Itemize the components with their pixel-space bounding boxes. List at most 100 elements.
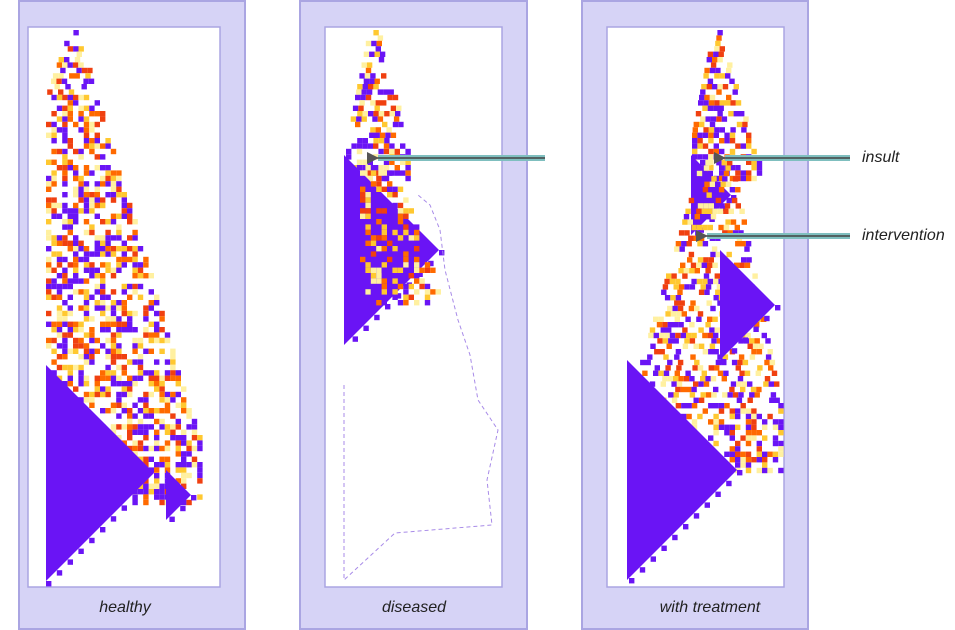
ca-cell xyxy=(395,111,401,117)
ca-cell xyxy=(741,257,747,263)
ca-cell xyxy=(376,181,382,187)
ca-cell xyxy=(164,359,171,365)
ca-cell xyxy=(356,143,363,149)
ca-cell xyxy=(78,256,84,263)
ca-cell xyxy=(68,89,75,95)
ca-cell xyxy=(148,413,154,419)
ca-cell xyxy=(121,262,127,268)
ca-cell xyxy=(671,381,677,387)
ca-cell xyxy=(56,78,62,84)
ca-cell xyxy=(46,121,52,128)
ca-cell xyxy=(765,338,771,344)
ca-cell xyxy=(392,186,398,192)
ca-cell xyxy=(100,181,106,187)
ca-cell xyxy=(714,127,720,133)
ca-cell xyxy=(69,73,75,79)
ca-cell xyxy=(708,257,714,263)
ca-cell xyxy=(697,257,704,263)
ca-cell xyxy=(78,381,84,387)
ca-cell xyxy=(356,148,363,155)
ca-cell xyxy=(724,403,730,409)
ca-cell xyxy=(389,159,395,165)
ca-cell xyxy=(121,364,127,371)
ca-cell xyxy=(375,100,381,106)
ca-cell xyxy=(143,256,149,263)
ca-cell xyxy=(389,111,395,117)
ca-cell xyxy=(398,121,404,128)
ca-cell xyxy=(89,327,95,333)
ca-cell xyxy=(718,403,725,409)
ca-cell xyxy=(116,213,122,219)
ca-cell xyxy=(148,370,154,376)
ca-cell xyxy=(649,327,656,333)
ca-cell xyxy=(392,202,398,209)
ca-cell xyxy=(89,537,95,544)
ca-cell xyxy=(762,419,768,425)
ca-cell xyxy=(51,321,57,327)
ca-cell xyxy=(711,392,717,398)
ca-cell xyxy=(700,376,706,382)
ca-cell xyxy=(62,208,68,214)
ca-cell xyxy=(741,381,747,387)
ca-cell xyxy=(181,499,187,506)
ca-cell xyxy=(116,267,122,273)
ca-cell xyxy=(653,370,659,376)
ca-cell xyxy=(674,370,680,376)
ca-cell xyxy=(743,116,749,122)
ca-cell xyxy=(708,138,714,144)
ca-cell xyxy=(400,170,406,176)
ca-cell xyxy=(739,262,745,268)
ca-cell xyxy=(186,413,192,419)
ca-cell xyxy=(105,364,111,371)
ca-cell xyxy=(56,289,63,295)
ca-cell xyxy=(175,462,181,468)
ca-cell xyxy=(51,348,57,354)
ca-cell xyxy=(51,202,57,209)
ca-cell xyxy=(695,230,701,236)
ca-cell xyxy=(751,165,757,171)
ca-cell xyxy=(360,229,366,236)
ca-cell xyxy=(94,100,100,106)
ca-cell xyxy=(751,419,757,425)
ca-cell xyxy=(716,160,722,166)
ca-cell xyxy=(697,138,703,144)
ca-cell xyxy=(62,159,68,165)
ca-cell xyxy=(745,241,752,247)
ca-cell xyxy=(408,273,414,279)
ca-cell xyxy=(100,262,106,268)
ca-cell xyxy=(362,111,368,117)
ca-cell xyxy=(166,470,191,520)
ca-cell xyxy=(719,203,725,209)
ca-cell xyxy=(654,349,660,355)
ca-cell xyxy=(376,235,382,241)
ca-cell xyxy=(105,181,111,187)
ca-cell xyxy=(709,181,716,187)
ca-cell xyxy=(718,187,725,193)
ca-cell xyxy=(89,273,95,279)
ca-cell xyxy=(713,105,719,111)
ca-cell xyxy=(132,310,138,317)
ca-cell xyxy=(414,235,420,241)
ca-cell xyxy=(110,429,117,435)
ca-cell xyxy=(51,278,57,284)
ca-cell xyxy=(110,170,117,176)
ca-cell xyxy=(729,457,735,463)
ca-cell xyxy=(154,310,160,317)
ca-cell xyxy=(395,293,402,299)
ca-cell xyxy=(756,457,762,463)
ca-cell xyxy=(709,121,716,128)
ca-cell xyxy=(705,116,711,122)
ca-cell xyxy=(73,251,79,257)
ca-cell xyxy=(387,181,393,187)
ca-cell xyxy=(62,316,68,322)
ca-cell xyxy=(67,240,73,246)
ca-cell xyxy=(376,186,382,192)
ca-cell xyxy=(729,451,735,457)
ca-cell xyxy=(127,429,133,435)
ca-cell xyxy=(159,494,165,500)
ca-cell xyxy=(89,354,95,360)
ca-cell xyxy=(661,545,667,551)
ca-cell xyxy=(73,170,79,176)
ca-cell xyxy=(381,289,387,295)
ca-cell xyxy=(405,170,411,176)
